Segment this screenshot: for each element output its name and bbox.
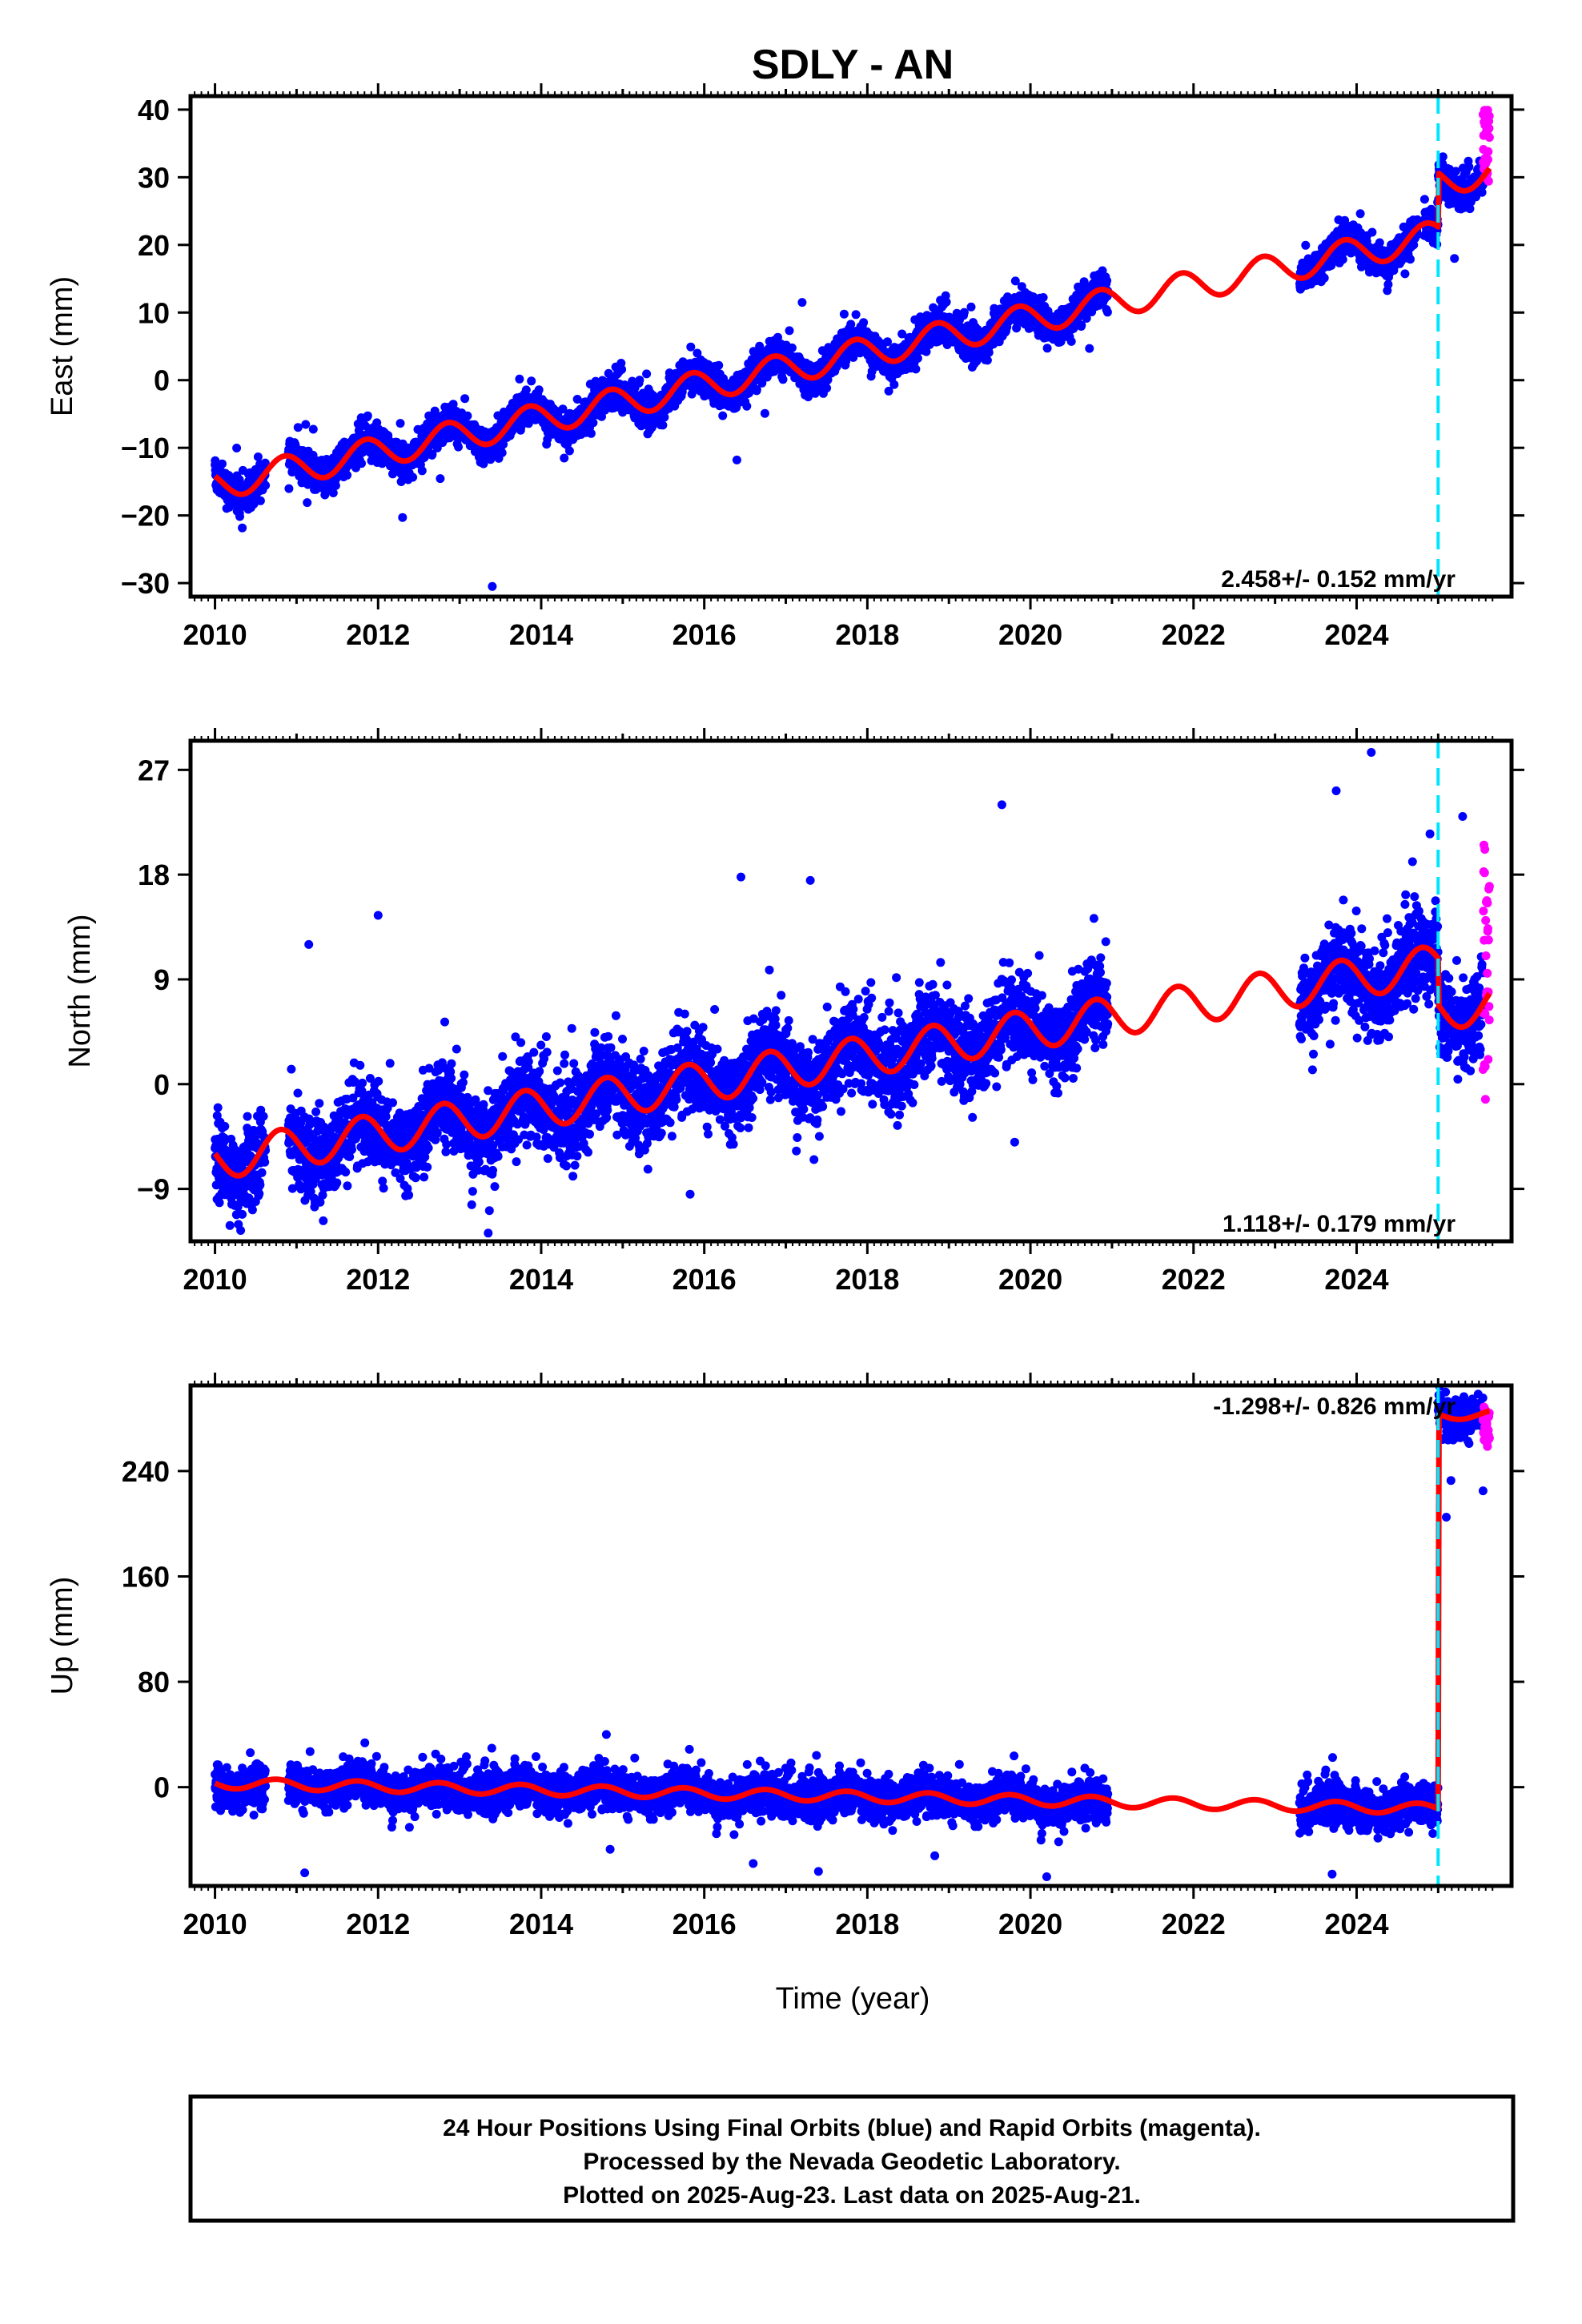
final-orbit-point bbox=[1406, 255, 1415, 264]
final-orbit-point bbox=[597, 412, 606, 421]
final-orbit-point bbox=[488, 581, 497, 591]
final-orbit-point bbox=[942, 297, 951, 307]
final-orbit-point bbox=[1375, 238, 1384, 247]
data-points bbox=[211, 106, 1494, 591]
final-orbit-point bbox=[911, 364, 921, 374]
final-orbit-point bbox=[1066, 336, 1076, 346]
final-orbit-point bbox=[889, 380, 899, 389]
final-orbit-point bbox=[218, 459, 227, 468]
final-orbit-point bbox=[628, 376, 637, 386]
final-orbit-point bbox=[1464, 162, 1474, 171]
final-orbit-point bbox=[363, 411, 372, 420]
final-orbit-point bbox=[1102, 308, 1112, 317]
final-orbit-point bbox=[1419, 195, 1429, 204]
final-orbit-point bbox=[255, 496, 265, 505]
final-orbit-point bbox=[851, 310, 861, 320]
final-orbit-point bbox=[499, 440, 508, 449]
final-orbit-point bbox=[982, 356, 992, 365]
final-orbit-point bbox=[1367, 227, 1377, 237]
final-orbit-point bbox=[261, 480, 271, 490]
final-orbit-point bbox=[521, 385, 531, 395]
final-orbit-point bbox=[303, 498, 312, 508]
final-orbit-point bbox=[1085, 344, 1094, 353]
final-orbit-point bbox=[1355, 209, 1365, 219]
final-orbit-point bbox=[586, 428, 596, 438]
final-orbit-point bbox=[564, 446, 574, 456]
final-orbit-point bbox=[328, 489, 338, 497]
final-orbit-point bbox=[558, 404, 568, 414]
final-orbit-point bbox=[859, 318, 869, 328]
rapid-orbit-point bbox=[1484, 147, 1493, 156]
final-orbit-point bbox=[534, 385, 544, 395]
final-orbit-point bbox=[260, 458, 270, 468]
final-orbit-point bbox=[1450, 254, 1460, 263]
final-orbit-point bbox=[232, 444, 242, 452]
final-orbit-point bbox=[448, 400, 458, 409]
final-orbit-point bbox=[417, 466, 427, 476]
final-orbit-point bbox=[1038, 293, 1048, 302]
final-orbit-point bbox=[408, 472, 418, 482]
final-orbit-point bbox=[797, 298, 807, 308]
final-orbit-point bbox=[572, 395, 582, 404]
final-orbit-point bbox=[308, 424, 318, 434]
final-orbit-point bbox=[515, 374, 524, 384]
final-orbit-point bbox=[883, 337, 892, 347]
final-orbit-point bbox=[1042, 344, 1052, 353]
final-orbit-point bbox=[460, 394, 470, 404]
final-orbit-point bbox=[357, 459, 366, 468]
final-orbit-point bbox=[1319, 273, 1329, 283]
final-orbit-point bbox=[253, 452, 263, 461]
final-orbit-point bbox=[588, 418, 598, 428]
final-orbit-point bbox=[642, 369, 652, 379]
final-orbit-point bbox=[436, 474, 445, 484]
final-orbit-point bbox=[966, 302, 976, 312]
rapid-orbit-point bbox=[1484, 155, 1492, 164]
final-orbit-point bbox=[658, 420, 668, 430]
final-orbit-point bbox=[787, 343, 797, 352]
east-panel: 2010 2012 2014 2016 2018 2020 2022 2024−30−20−1… bbox=[46, 83, 1524, 651]
final-orbit-point bbox=[331, 480, 340, 490]
final-orbit-point bbox=[527, 376, 536, 386]
rapid-orbit-point bbox=[1484, 111, 1494, 121]
final-orbit-point bbox=[714, 360, 724, 370]
final-orbit-point bbox=[778, 375, 788, 384]
final-orbit-point bbox=[293, 423, 303, 432]
final-orbit-point bbox=[454, 442, 463, 452]
final-orbit-point bbox=[428, 449, 437, 459]
final-orbit-point bbox=[497, 448, 507, 457]
final-orbit-point bbox=[718, 411, 728, 420]
final-orbit-point bbox=[343, 470, 352, 480]
final-orbit-point bbox=[560, 453, 569, 463]
final-orbit-point bbox=[524, 419, 533, 428]
rapid-orbit-point bbox=[1484, 123, 1494, 133]
final-orbit-point bbox=[635, 376, 644, 385]
final-orbit-point bbox=[760, 408, 769, 418]
final-orbit-point bbox=[238, 523, 247, 533]
final-orbit-point bbox=[732, 455, 741, 464]
final-orbit-point bbox=[1102, 276, 1112, 285]
final-orbit-point bbox=[516, 422, 526, 432]
final-orbit-point bbox=[1301, 240, 1311, 250]
final-orbit-point bbox=[235, 512, 244, 521]
final-orbit-point bbox=[284, 484, 294, 493]
final-orbit-point bbox=[822, 384, 832, 393]
final-orbit-point bbox=[846, 320, 856, 329]
chart-title: SDLY - AN bbox=[752, 42, 954, 88]
rapid-orbit-point bbox=[1484, 133, 1494, 143]
final-orbit-point bbox=[301, 420, 311, 429]
final-orbit-point bbox=[742, 401, 752, 411]
final-orbit-point bbox=[839, 309, 849, 319]
final-orbit-point bbox=[617, 364, 627, 374]
final-orbit-point bbox=[959, 308, 969, 317]
final-orbit-point bbox=[1438, 152, 1447, 162]
final-orbit-point bbox=[1400, 269, 1410, 279]
final-orbit-point bbox=[398, 513, 408, 522]
final-orbit-point bbox=[785, 326, 794, 336]
final-orbit-point bbox=[396, 419, 405, 428]
final-orbit-point bbox=[913, 353, 922, 363]
final-orbit-point bbox=[463, 411, 472, 420]
final-orbit-point bbox=[686, 342, 696, 352]
